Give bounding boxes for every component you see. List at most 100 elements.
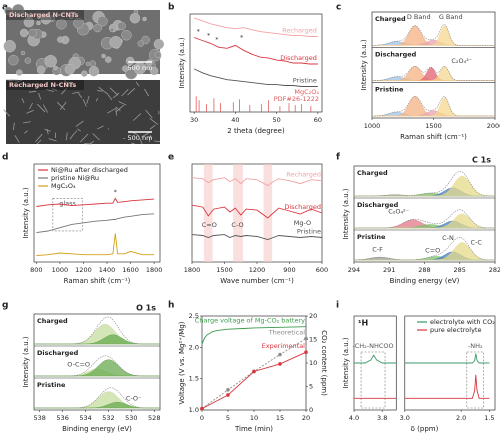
- particle: [57, 36, 64, 43]
- x-tick-label: 1000: [52, 266, 69, 274]
- y2-tick-label: 0: [309, 406, 313, 414]
- x-tick-label: 50: [272, 116, 280, 124]
- highlight-box: [52, 198, 83, 232]
- legend-label: electrolyte with CO₂: [430, 318, 495, 326]
- particle: [44, 55, 57, 68]
- highlight-box: [466, 351, 485, 409]
- legend-label: pure electrolyte: [430, 326, 481, 334]
- x-tick-label: 5: [226, 414, 230, 422]
- y-axis-label: Intensity (a.u.): [342, 188, 350, 240]
- fiber: [69, 132, 75, 140]
- particle: [117, 21, 126, 31]
- particle: [109, 27, 115, 33]
- fiber: [112, 92, 120, 99]
- annotation: C-F: [372, 246, 383, 254]
- annotation: O-C=O: [67, 360, 90, 368]
- x-tick-label: 1.5: [484, 414, 494, 422]
- fit-envelope: [371, 65, 495, 81]
- fiber: [75, 120, 84, 127]
- fiber: [86, 95, 90, 104]
- x-tick-label: 10: [250, 414, 258, 422]
- particle: [36, 65, 46, 75]
- series-line: [36, 197, 155, 207]
- series-line: [193, 17, 318, 37]
- panel-label: i: [336, 301, 339, 311]
- chart-title: O 1s: [136, 304, 156, 313]
- subpanel-name: Charged: [357, 169, 388, 177]
- fiber: [65, 132, 68, 141]
- x-tick-label: 40: [231, 116, 239, 124]
- x-tick-label: 291: [383, 266, 395, 274]
- point: [304, 336, 308, 341]
- panel-label: e: [168, 153, 174, 163]
- particle: [81, 70, 88, 77]
- particle: [23, 17, 35, 28]
- fiber: [42, 104, 48, 113]
- fiber: [56, 101, 66, 111]
- subpanel-name: Pristine: [357, 233, 386, 241]
- x-tick-label: 0: [200, 414, 204, 422]
- x-tick-label: 2.0: [456, 414, 466, 422]
- particle: [24, 57, 31, 64]
- x-tick-label: 538: [34, 414, 46, 422]
- series-line: [354, 353, 490, 364]
- fiber: [149, 124, 156, 130]
- annotation: C-N: [442, 234, 454, 242]
- x-tick-label: 60: [314, 116, 322, 124]
- x-tick-label: 15: [276, 414, 284, 422]
- fit-envelope: [354, 237, 495, 261]
- sem-texture: [3, 79, 161, 145]
- fiber: [14, 79, 23, 84]
- series-line: [191, 234, 323, 240]
- fiber: [28, 90, 37, 93]
- particle: [149, 66, 159, 76]
- series-label: Recharged: [286, 171, 321, 179]
- image-label-bg: [6, 80, 84, 90]
- particle: [53, 65, 58, 71]
- x-tick-label: 282: [489, 266, 500, 274]
- axes-frame: [33, 313, 161, 411]
- particle: [101, 53, 106, 59]
- fiber: [141, 132, 150, 138]
- annotation: C-O: [231, 221, 243, 229]
- particle: [68, 14, 74, 20]
- fiber: [98, 86, 107, 94]
- fiber: [35, 133, 43, 143]
- fiber: [135, 81, 140, 87]
- fiber: [48, 138, 57, 142]
- x-tick-label: 536: [56, 414, 68, 422]
- annotation: Mg-O: [294, 219, 311, 227]
- fiber: [121, 89, 129, 97]
- highlight-label: -NH₂: [468, 342, 483, 350]
- series-label: Discharged: [284, 203, 321, 211]
- fiber: [97, 90, 103, 92]
- x-axis-label: Binding energy (eV): [62, 425, 132, 433]
- x-tick-label: 1600: [122, 266, 139, 274]
- x-axis-label: Binding energy (eV): [390, 277, 460, 285]
- subpanel-name: Discharged: [375, 50, 417, 58]
- annotation: C=O: [425, 247, 440, 255]
- x-tick-label: 30: [190, 116, 198, 124]
- fiber: [149, 118, 159, 125]
- subpanel-name: Charged: [37, 317, 68, 325]
- x-tick-label: 3.0: [400, 414, 410, 422]
- panel-label: f: [336, 153, 340, 163]
- x-axis-label: Raman shift (cm⁻¹): [64, 277, 131, 285]
- x-tick-label: 1800: [184, 266, 201, 274]
- subpanel-name: Charged: [375, 15, 406, 23]
- fit-peak: [372, 97, 495, 117]
- sem-texture: [3, 3, 165, 80]
- fiber: [36, 139, 42, 145]
- x-tick-label: 1500: [216, 266, 233, 274]
- point: [252, 369, 256, 374]
- x-tick-label: 600: [316, 266, 328, 274]
- axes-frame: [189, 13, 323, 113]
- x-tick-label: 3.8: [377, 414, 387, 422]
- fiber: [118, 101, 127, 106]
- y-tick-label: 2.0: [189, 343, 199, 351]
- fiber: [38, 92, 42, 100]
- annotation: *: [215, 35, 219, 43]
- annotation: C-O⁻: [126, 395, 142, 403]
- fiber: [107, 108, 116, 114]
- particle: [105, 56, 112, 63]
